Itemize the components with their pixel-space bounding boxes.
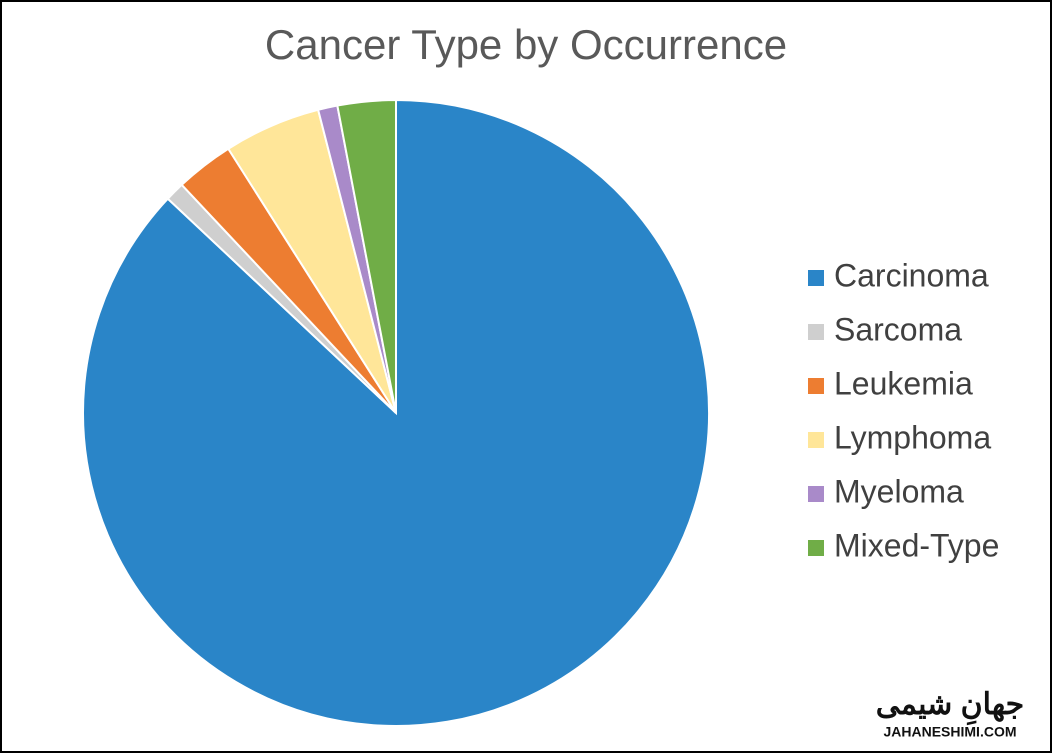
legend-label: Myeloma bbox=[834, 473, 964, 509]
legend-swatch bbox=[808, 378, 824, 394]
legend-swatch bbox=[808, 270, 824, 286]
legend-swatch bbox=[808, 486, 824, 502]
legend-label: Carcinoma bbox=[834, 257, 989, 293]
watermark-url: JAHANESHIMI.COM bbox=[883, 724, 1016, 740]
legend-label: Mixed-Type bbox=[834, 527, 999, 563]
chart-title: Cancer Type by Occurrence bbox=[265, 21, 787, 68]
legend-label: Sarcoma bbox=[834, 311, 962, 347]
legend-swatch bbox=[808, 540, 824, 556]
legend-label: Lymphoma bbox=[834, 419, 991, 455]
legend-label: Leukemia bbox=[834, 365, 973, 401]
legend-swatch bbox=[808, 432, 824, 448]
pie-slice bbox=[336, 98, 397, 414]
legend-swatch bbox=[808, 324, 824, 340]
watermark-logo: جهانِ شیمی bbox=[876, 688, 1024, 726]
